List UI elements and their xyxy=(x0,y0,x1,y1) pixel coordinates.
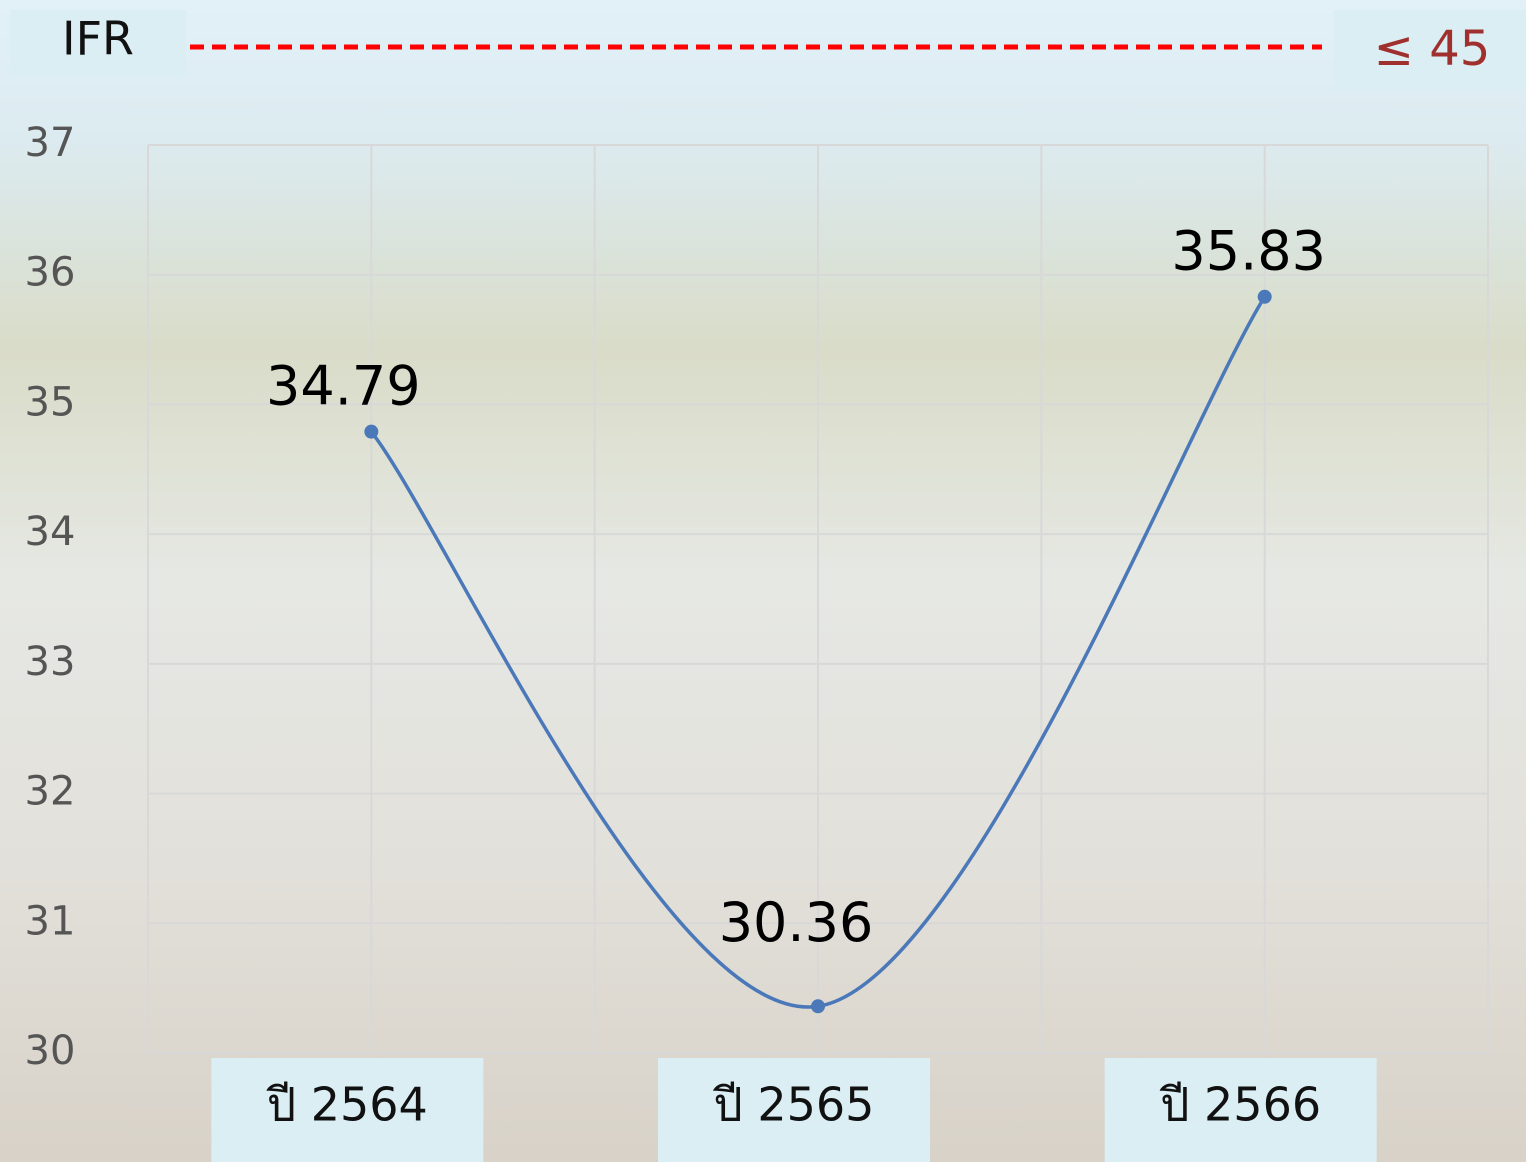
category-box xyxy=(211,1058,484,1162)
y-tick-label: 33 xyxy=(25,639,76,685)
x-tick-label: ปี 2566 xyxy=(1159,1078,1321,1132)
grid xyxy=(147,144,1489,1054)
target-box xyxy=(1334,10,1526,90)
plot: 34.79 30.36 35.83 xyxy=(266,219,1326,1014)
y-tick-label: 36 xyxy=(25,250,76,296)
data-label: 34.79 xyxy=(266,354,421,417)
data-point xyxy=(811,999,825,1014)
data-point xyxy=(364,424,379,439)
data-label: 35.83 xyxy=(1171,219,1326,282)
category-box xyxy=(1104,1058,1377,1162)
category-box xyxy=(658,1058,930,1162)
x-tick-label: ปี 2564 xyxy=(266,1078,428,1132)
y-tick-label: 35 xyxy=(25,379,76,425)
title-box xyxy=(10,10,186,77)
data-point xyxy=(1257,289,1272,304)
y-tick-label: 34 xyxy=(25,509,76,555)
chart-title: IFR xyxy=(62,12,134,66)
y-tick-label: 32 xyxy=(25,769,76,815)
y-tick-label: 37 xyxy=(25,120,76,166)
x-tick-label: ปี 2565 xyxy=(712,1078,874,1132)
y-tick-label: 30 xyxy=(25,1028,76,1074)
target-label: ≤ 45 xyxy=(1374,21,1491,77)
data-label: 30.36 xyxy=(719,891,874,954)
y-tick-label: 31 xyxy=(25,898,76,944)
